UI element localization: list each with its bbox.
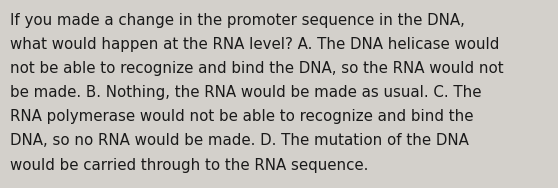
Text: DNA, so no RNA would be made. D. The mutation of the DNA: DNA, so no RNA would be made. D. The mut… xyxy=(10,133,469,149)
Text: not be able to recognize and bind the DNA, so the RNA would not: not be able to recognize and bind the DN… xyxy=(10,61,504,76)
Text: If you made a change in the promoter sequence in the DNA,: If you made a change in the promoter seq… xyxy=(10,13,465,28)
Text: would be carried through to the RNA sequence.: would be carried through to the RNA sequ… xyxy=(10,158,368,173)
Text: be made. B. Nothing, the RNA would be made as usual. C. The: be made. B. Nothing, the RNA would be ma… xyxy=(10,85,482,100)
Text: RNA polymerase would not be able to recognize and bind the: RNA polymerase would not be able to reco… xyxy=(10,109,474,124)
Text: what would happen at the RNA level? A. The DNA helicase would: what would happen at the RNA level? A. T… xyxy=(10,37,499,52)
